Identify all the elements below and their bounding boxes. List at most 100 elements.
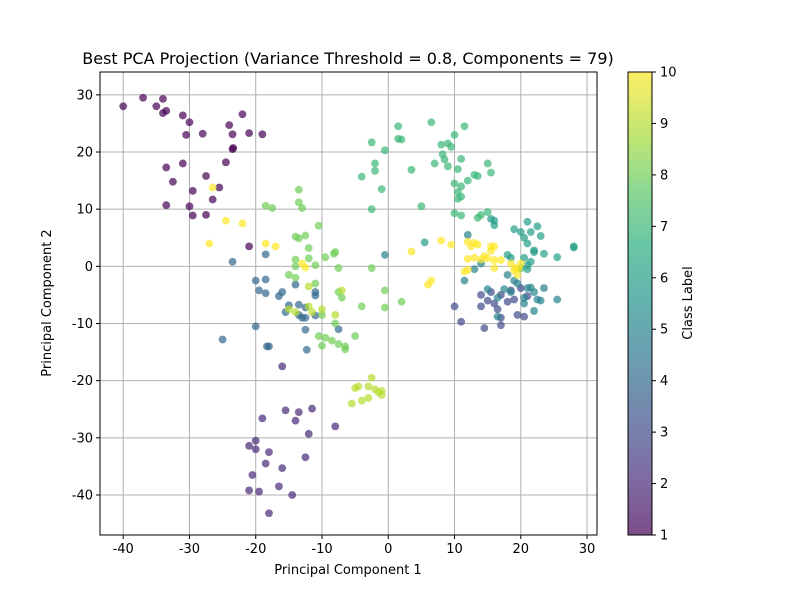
y-tick-label: 20: [76, 146, 93, 161]
scatter-point: [228, 257, 237, 266]
scatter-points: [119, 93, 578, 518]
scatter-point: [490, 256, 499, 264]
colorbar-frame: [627, 71, 653, 536]
scatter-point: [450, 179, 459, 188]
colorbar-tick-label: 1: [660, 529, 668, 544]
scatter-point: [520, 299, 529, 308]
scatter-point: [251, 276, 260, 285]
scatter-point: [457, 182, 466, 191]
scatter-point: [506, 259, 515, 268]
scatter-point: [291, 262, 300, 271]
scatter-point: [251, 445, 260, 454]
scatter-point: [311, 279, 320, 288]
scatter-point: [330, 249, 338, 258]
scatter-point: [453, 194, 462, 203]
scatter-point: [178, 159, 187, 168]
scatter-point: [536, 296, 545, 305]
scatter-point: [490, 242, 499, 251]
scatter-point: [298, 313, 307, 322]
scatter-point: [263, 342, 271, 351]
scatter-point: [460, 122, 469, 131]
scatter-point: [453, 165, 462, 174]
scatter-point: [526, 228, 535, 236]
scatter-point: [291, 308, 300, 316]
scatter-point: [510, 295, 519, 304]
scatter-point: [222, 216, 230, 225]
scatter-point: [255, 286, 263, 295]
scatter-point: [493, 312, 502, 321]
scatter-point: [185, 118, 194, 127]
scatter-point: [381, 251, 389, 259]
scatter-point: [202, 172, 210, 180]
scatter-point: [463, 231, 472, 239]
scatter-point: [258, 130, 267, 139]
scatter-point: [251, 322, 260, 331]
scatter-point: [258, 414, 267, 423]
scatter-point: [381, 146, 389, 155]
colorbar-tick-label: 6: [660, 271, 668, 286]
scatter-point: [460, 267, 469, 276]
scatter-point: [407, 247, 416, 256]
scatter-point: [205, 239, 214, 248]
scatter-point: [351, 384, 360, 392]
scatter-point: [397, 297, 406, 306]
scatter-point: [477, 211, 485, 219]
scatter-point: [162, 163, 171, 172]
scatter-point: [357, 172, 366, 181]
colorbar-tick-label: 7: [660, 220, 668, 235]
scatter-point: [553, 253, 562, 262]
scatter-point: [487, 168, 495, 177]
scatter-point: [198, 129, 207, 138]
scatter-point: [245, 129, 254, 138]
plot-frame: [99, 71, 598, 536]
scatter-point: [298, 259, 307, 268]
scatter-point: [304, 244, 313, 252]
y-tick-label: -30: [72, 431, 93, 446]
scatter-point: [493, 293, 502, 302]
scatter-point: [533, 222, 542, 231]
scatter-point: [430, 159, 439, 168]
scatter-point: [278, 362, 287, 371]
scatter-point: [334, 264, 343, 272]
scatter-point: [314, 332, 323, 340]
scatter-point: [347, 399, 356, 408]
scatter-point: [281, 406, 290, 415]
scatter-point: [540, 284, 548, 292]
scatter-point: [526, 283, 535, 292]
scatter-point: [506, 288, 515, 296]
scatter-point: [119, 102, 128, 111]
colorbar-tick-label: 8: [660, 168, 668, 183]
scatter-point: [229, 144, 238, 152]
y-axis-ticks: -40 -30 -20 -10 0 10 20 30: [72, 88, 100, 503]
colorbar: [628, 72, 652, 535]
scatter-point: [520, 293, 529, 302]
scatter-point: [304, 429, 313, 438]
scatter-point: [447, 240, 456, 249]
scatter-point: [182, 130, 191, 139]
scatter-point: [265, 448, 273, 457]
scatter-point: [291, 280, 300, 289]
scatter-point: [420, 238, 429, 247]
x-tick-label: -10: [311, 542, 332, 557]
scatter-point: [222, 158, 230, 167]
x-axis-ticks: -40 -30 -20 -10 0 10 20 30: [113, 535, 595, 557]
scatter-point: [301, 453, 310, 462]
scatter-point: [497, 256, 505, 264]
scatter-point: [218, 335, 227, 344]
scatter-point: [311, 261, 320, 270]
scatter-point: [185, 202, 194, 211]
colorbar-tick-label: 9: [660, 117, 668, 132]
scatter-point: [288, 491, 297, 499]
scatter-point: [291, 255, 300, 264]
scatter-point: [367, 205, 376, 214]
scatter-point: [318, 311, 326, 319]
scatter-point: [294, 300, 303, 309]
scatter-point: [450, 130, 459, 139]
x-tick-label: 0: [384, 542, 392, 557]
scatter-point: [540, 249, 548, 258]
scatter-point: [477, 302, 485, 311]
colorbar-tick-label: 3: [660, 426, 668, 441]
grid-lines: [100, 72, 597, 535]
scatter-point: [302, 345, 311, 354]
scatter-point: [364, 382, 373, 391]
